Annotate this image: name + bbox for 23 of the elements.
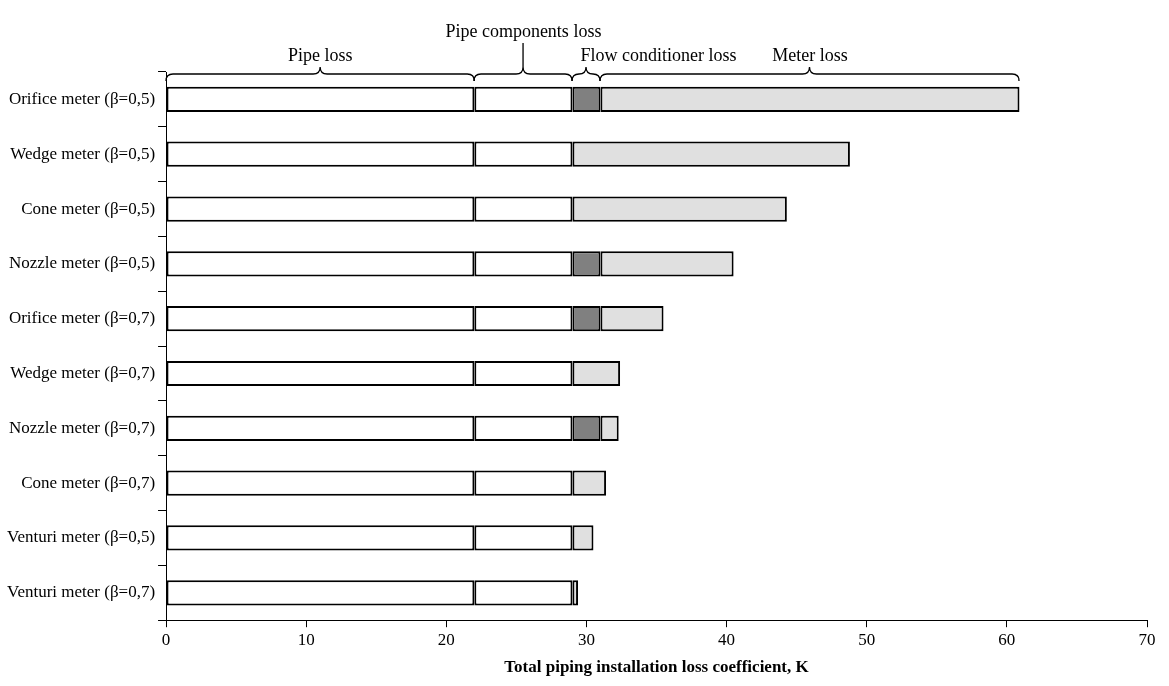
- x-tick-label: 0: [161, 629, 171, 649]
- y-tick-label: Cone meter (β=0,5): [21, 198, 156, 218]
- series-label: Flow conditioner loss: [580, 44, 737, 65]
- series-label: Meter loss: [772, 44, 848, 65]
- y-tick-label: Wedge meter (β=0,7): [10, 362, 156, 382]
- y-tick-label: Venturi meter (β=0,7): [6, 582, 156, 602]
- y-tick-label: Nozzle meter (β=0,5): [8, 253, 156, 273]
- x-tick-label: 60: [998, 629, 1016, 649]
- x-tick-label: 10: [297, 629, 315, 649]
- y-tick-label: Orifice meter (β=0,7): [8, 308, 156, 328]
- y-tick-label: Orifice meter (β=0,5): [8, 88, 156, 108]
- x-tick-label: 50: [858, 629, 876, 649]
- x-axis-title: Total piping installation loss coefficient, K: [504, 657, 810, 677]
- x-tick-label: 40: [718, 629, 736, 649]
- y-tick-label: Venturi meter (β=0,5): [6, 527, 156, 547]
- x-tick-label: 70: [1138, 629, 1156, 649]
- y-tick-label: Wedge meter (β=0,5): [10, 143, 156, 163]
- y-tick-label: Cone meter (β=0,7): [21, 472, 156, 492]
- x-tick-label: 20: [437, 629, 455, 649]
- x-tick-label: 30: [577, 629, 595, 649]
- y-tick-label: Nozzle meter (β=0,7): [8, 417, 156, 437]
- series-label: Pipe loss: [287, 44, 353, 65]
- text: Pipe components loss: [445, 20, 602, 41]
